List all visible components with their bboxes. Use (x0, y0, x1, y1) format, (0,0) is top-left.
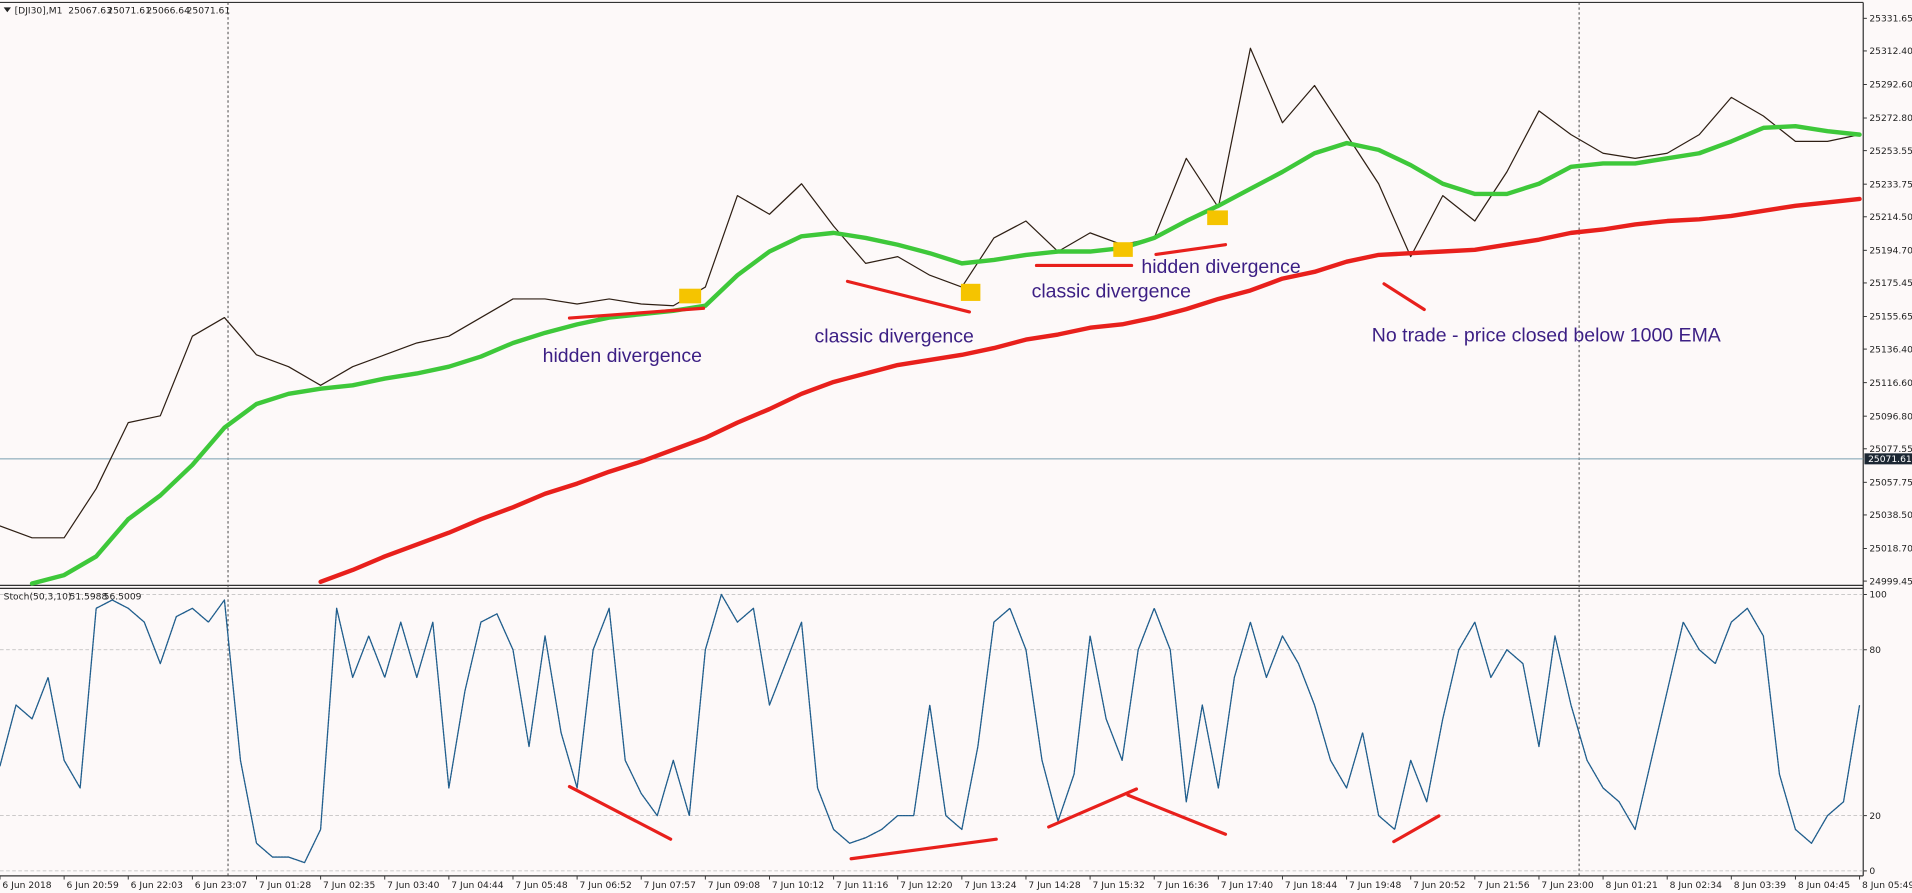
x-tick-label: 8 Jun 01:21 (1606, 880, 1658, 891)
indicator-reading: 56.5009 (104, 591, 142, 602)
annotation: No trade - price closed below 1000 EMA (1372, 324, 1721, 346)
y-tick-label: 25116.60 (1869, 378, 1912, 389)
x-tick-label: 7 Jun 05:48 (515, 880, 567, 891)
x-tick-label: 7 Jun 12:20 (900, 880, 952, 891)
divergence-marks (567, 210, 1441, 861)
y-tick-label: 25077.55 (1869, 444, 1912, 455)
series-line (0, 593, 1861, 864)
x-tick-label: 7 Jun 21:56 (1477, 880, 1529, 891)
ohlc-value: 25071.61 (187, 5, 231, 16)
y-tick-label: 25253.55 (1869, 146, 1912, 157)
series-line (318, 196, 1862, 585)
x-tick-label: 8 Jun 05:49 (1862, 880, 1912, 891)
x-tick-label: 6 Jun 2018 (2, 880, 51, 891)
y-tick-label: 24999.45 (1869, 576, 1912, 587)
x-tick-label: 7 Jun 23:00 (1541, 880, 1593, 891)
last-price-tag (1864, 453, 1912, 465)
divergence-line (1047, 787, 1139, 829)
series-line (29, 123, 1862, 586)
annotation: classic divergence (815, 325, 974, 347)
divergence-line (1126, 793, 1228, 836)
entry-box (1207, 210, 1228, 226)
y-tick-label: 25018.70 (1869, 544, 1912, 555)
plot: 25331.65 25312.40 25292.60 25272.80 25253.55… (0, 13, 1912, 891)
y-tick-label: 0 (1869, 866, 1875, 877)
annotation: hidden divergence (1141, 256, 1300, 278)
x-tick-label: 7 Jun 11:16 (836, 880, 888, 891)
annotation: classic divergence (1032, 280, 1191, 302)
indicator-reading: 51.5988 (70, 591, 108, 602)
x-tick-label: 7 Jun 04:44 (451, 880, 503, 891)
x-tick-label: 6 Jun 20:59 (67, 880, 119, 891)
y-tick-label: 80 (1869, 645, 1881, 656)
ohlc-value: 25067.63 (68, 5, 112, 16)
x-tick-label: 6 Jun 22:03 (131, 880, 183, 891)
y-tick-label: 25096.80 (1869, 411, 1912, 422)
x-tick-label: 7 Jun 07:57 (644, 880, 696, 891)
y-tick-label: 25214.50 (1869, 212, 1912, 223)
x-tick-label: 8 Jun 04:45 (1798, 880, 1850, 891)
x-tick-label: 7 Jun 06:52 (580, 880, 632, 891)
x-tick-label: 7 Jun 10:12 (772, 880, 824, 891)
x-tick-label: 7 Jun 19:48 (1349, 880, 1401, 891)
x-tick-label: 8 Jun 02:34 (1670, 880, 1722, 891)
x-tick-label: 7 Jun 20:52 (1413, 880, 1465, 891)
y-tick-label: 20 (1869, 811, 1881, 822)
series-line (0, 47, 1861, 539)
y-tick-label: 25175.45 (1869, 278, 1912, 289)
y-tick-label: 25233.75 (1869, 179, 1912, 190)
indicator-title: Stoch(50,3,10) (4, 591, 72, 602)
y-tick-label: 25038.50 (1869, 510, 1912, 521)
x-tick-label: 7 Jun 13:24 (964, 880, 1016, 891)
x-tick-label: 7 Jun 01:28 (259, 880, 311, 891)
entry-box (960, 283, 981, 301)
divergence-line (1154, 243, 1228, 257)
y-tick-label: 25272.80 (1869, 113, 1912, 124)
divergence-line (567, 784, 673, 841)
divergence-line (567, 306, 706, 320)
x-tick-label: 7 Jun 03:40 (387, 880, 439, 891)
y-tick-label: 25331.65 (1869, 13, 1912, 24)
x-tick-label: 7 Jun 17:40 (1221, 880, 1273, 891)
x-tick-label: 7 Jun 15:32 (1093, 880, 1145, 891)
divergence-line (845, 279, 971, 314)
entry-box (1113, 242, 1133, 257)
divergence-line (1392, 814, 1441, 844)
annotation: hidden divergence (543, 345, 702, 367)
x-tick-label: 8 Jun 03:39 (1734, 880, 1786, 891)
x-tick-label: 7 Jun 16:36 (1157, 880, 1209, 891)
x-tick-label: 7 Jun 09:08 (708, 880, 760, 891)
x-tick-label: 7 Jun 18:44 (1285, 880, 1337, 891)
ohlc-value: 25071.61 (107, 5, 151, 16)
y-tick-label: 100 (1869, 590, 1887, 601)
x-tick-label: 6 Jun 23:07 (195, 880, 247, 891)
entry-box (679, 288, 702, 304)
x-tick-label: 7 Jun 02:35 (323, 880, 375, 891)
y-tick-label: 25136.40 (1869, 344, 1912, 355)
divergence-line (849, 837, 998, 861)
ohlc-value: 25066.64 (146, 5, 190, 16)
last-price-label: 25071.61 (1868, 454, 1912, 465)
y-tick-label: 25155.65 (1869, 312, 1912, 323)
y-tick-label: 25312.40 (1869, 46, 1912, 57)
collapse-arrow (3, 7, 11, 13)
x-tick-label: 7 Jun 14:28 (1028, 880, 1080, 891)
y-tick-label: 25194.70 (1869, 245, 1912, 256)
divergence-line (1382, 282, 1426, 312)
y-tick-label: 25292.60 (1869, 80, 1912, 91)
y-tick-label: 25057.75 (1869, 477, 1912, 488)
symbol: [DJI30],M1 (15, 5, 63, 16)
